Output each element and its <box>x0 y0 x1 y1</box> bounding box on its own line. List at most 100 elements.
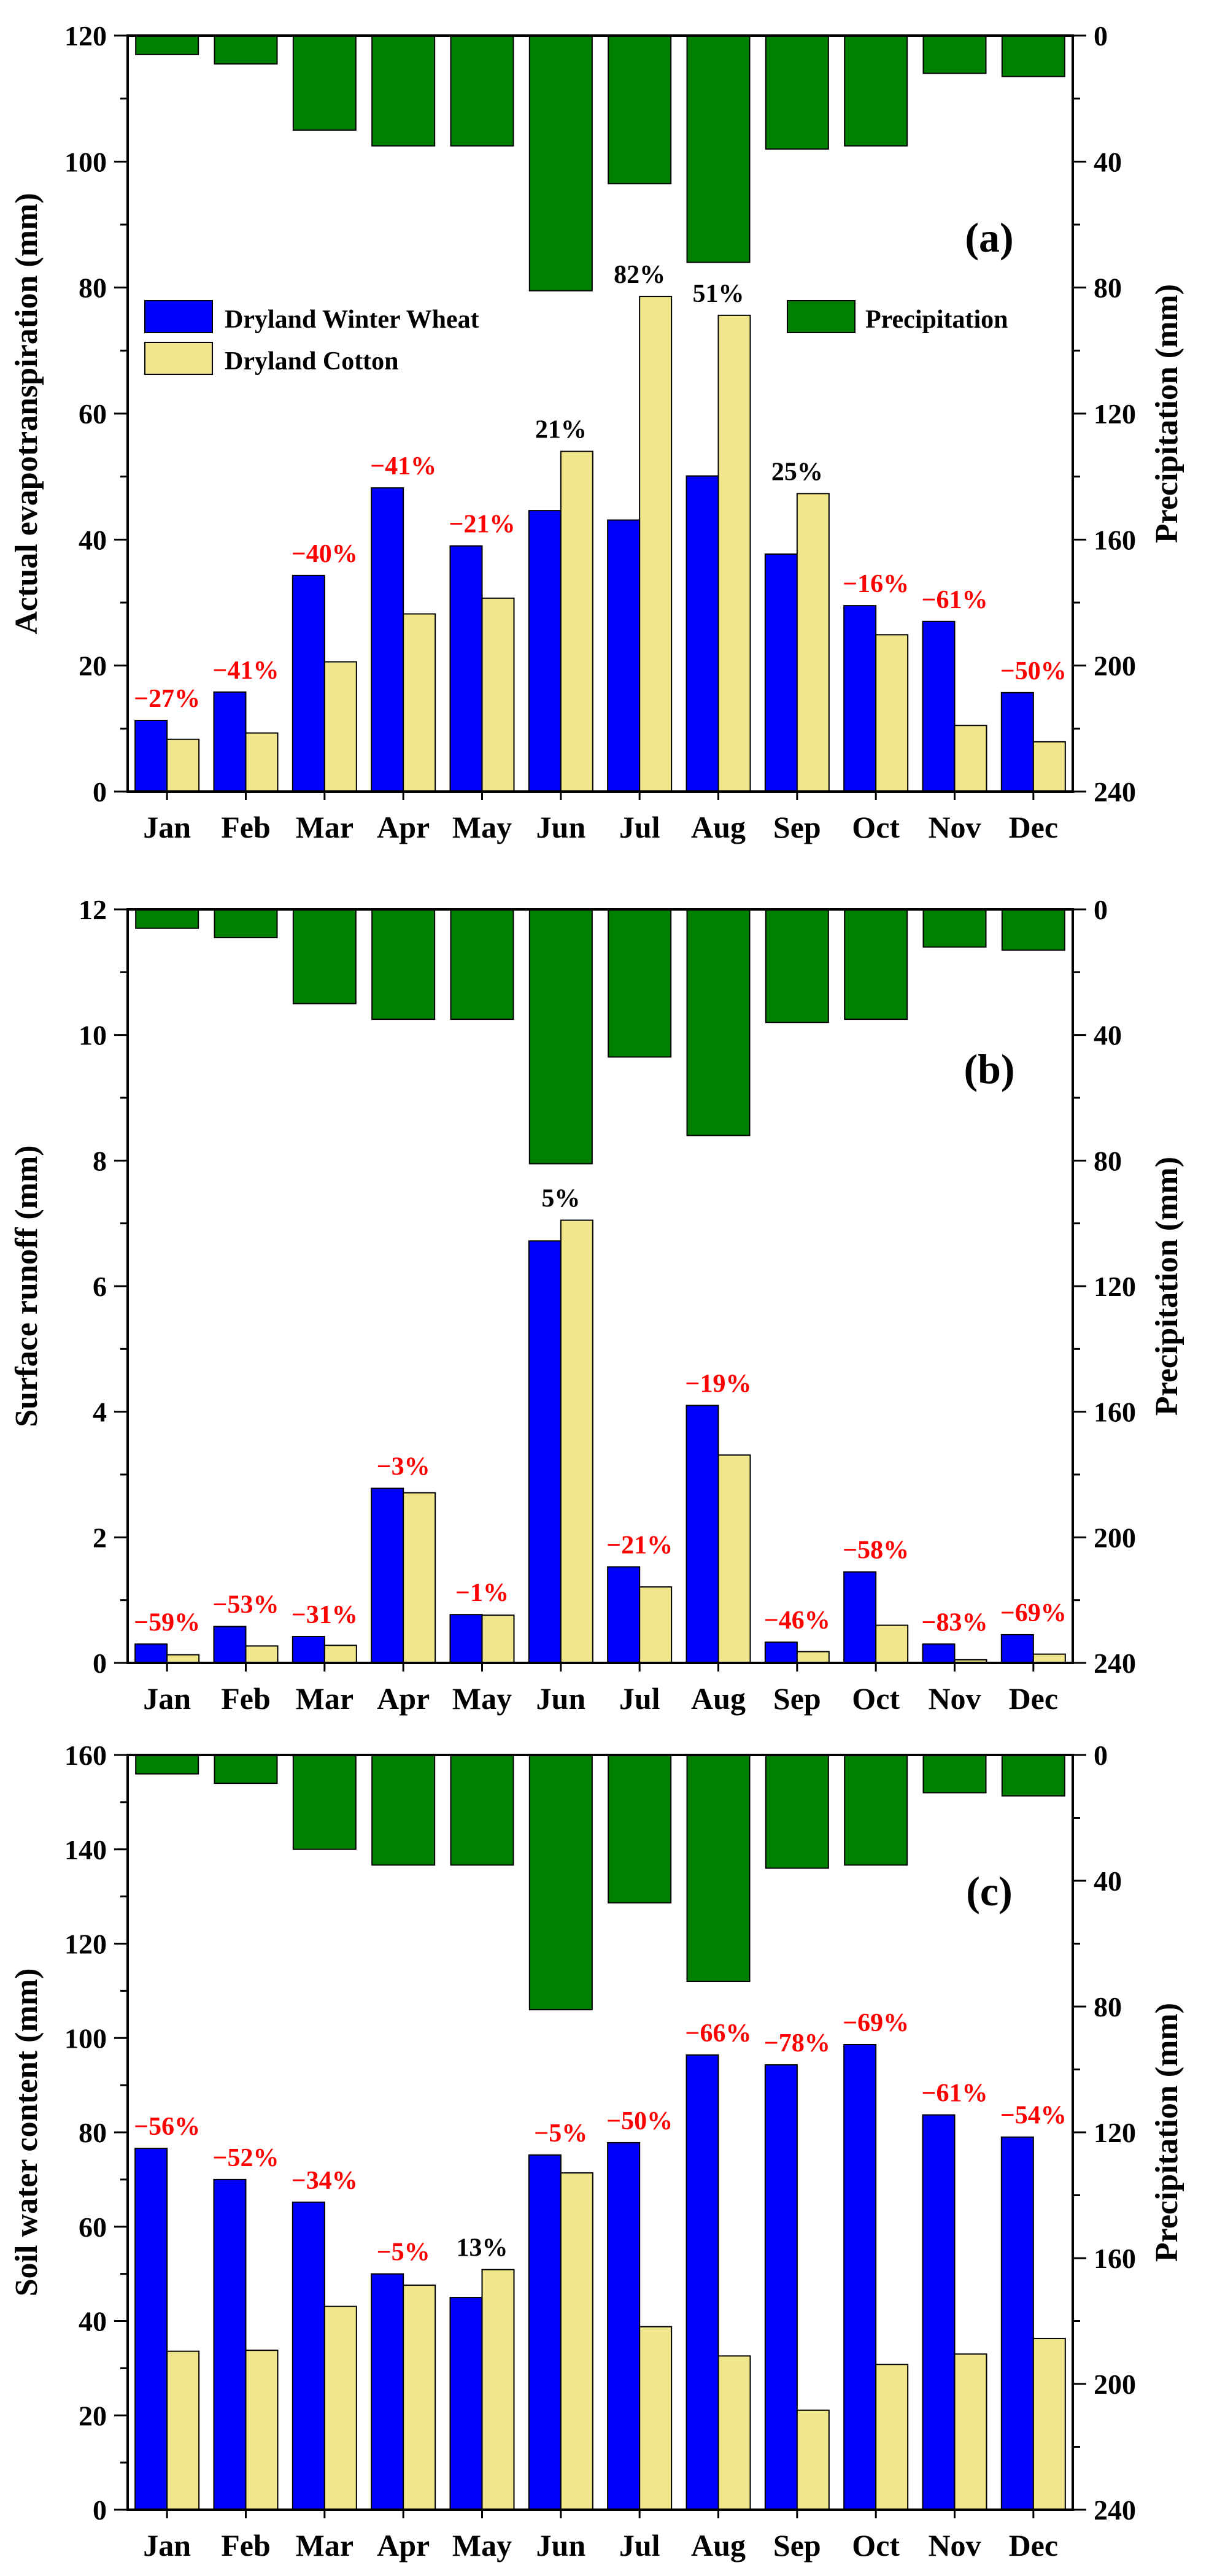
precipitation-bar <box>922 1754 987 1794</box>
x-tick-label: Dec <box>1009 810 1059 844</box>
wheat-bar <box>686 2054 719 2511</box>
percent-change-label: −61% <box>922 2080 988 2108</box>
legend-label-wheat: Dryland Winter Wheat <box>225 306 479 334</box>
cotton-bar <box>166 738 200 792</box>
precipitation-bar <box>214 1754 278 1784</box>
x-tick-label: Jun <box>536 2528 586 2563</box>
wheat-bar <box>213 2178 247 2510</box>
y-tick-label: 60 <box>79 2212 107 2243</box>
percent-change-label: −1% <box>455 1579 509 1607</box>
wheat-bar <box>686 475 719 792</box>
percent-change-label: −58% <box>843 1537 909 1565</box>
x-tick-label: Feb <box>221 810 271 844</box>
percent-change-label: −27% <box>134 685 200 713</box>
y2-tick-label: 0 <box>1094 1740 1108 1771</box>
cotton-bar <box>954 2353 987 2510</box>
precipitation-bar <box>371 909 436 1020</box>
wheat-bar <box>607 519 641 792</box>
precipitation-bar <box>765 35 829 150</box>
precipitation-bar <box>528 1754 593 2011</box>
precipitation-bar <box>608 909 672 1058</box>
percent-change-label: −52% <box>213 2144 279 2172</box>
y-tick-label: 80 <box>79 272 107 304</box>
cotton-bar <box>796 493 830 792</box>
percent-change-label: −31% <box>292 1601 358 1629</box>
cotton-bar <box>1032 2337 1066 2511</box>
percent-change-label: −46% <box>764 1606 830 1635</box>
wheat-bar <box>371 1487 404 1664</box>
precipitation-bar <box>450 35 514 147</box>
cotton-bar <box>481 2269 515 2511</box>
legend-label-precipitation: Precipitation <box>865 306 1008 334</box>
x-tick-label: Sep <box>773 810 821 844</box>
x-tick-label: Mar <box>296 1681 353 1716</box>
percent-change-label: −5% <box>377 2239 430 2267</box>
wheat-bar <box>607 2142 641 2511</box>
y2-tick-label: 120 <box>1094 1271 1136 1302</box>
cotton-bar <box>481 1614 515 1664</box>
precipitation-bar <box>608 1754 672 1903</box>
y2-tick-label: 0 <box>1094 894 1108 925</box>
x-tick-label: Jun <box>536 1681 586 1716</box>
cotton-bar <box>954 725 987 792</box>
x-tick-label: Aug <box>691 810 746 844</box>
y-tick-label: 120 <box>64 1929 107 1960</box>
percent-change-label: −21% <box>606 1531 673 1559</box>
cotton-bar <box>403 1492 436 1664</box>
y-tick-label: 100 <box>64 2023 107 2054</box>
x-tick-label: Jun <box>536 810 586 844</box>
percent-change-label: −66% <box>686 2019 752 2048</box>
x-tick-label: Jul <box>619 1681 660 1716</box>
precipitation-bar <box>922 909 987 948</box>
legend-swatch-precipitation <box>787 300 856 333</box>
legend-swatch-wheat <box>144 300 213 333</box>
y-tick-label: 40 <box>79 524 107 555</box>
x-tick-label: Dec <box>1009 2528 1059 2563</box>
y2-tick-label: 200 <box>1094 650 1136 682</box>
y2-tick-label: 40 <box>1094 1865 1122 1897</box>
percent-change-label: 5% <box>541 1185 580 1213</box>
percent-change-label: −16% <box>843 570 909 598</box>
x-tick-label: Aug <box>691 2528 746 2563</box>
panel-label: (a) <box>965 214 1013 261</box>
y2-axis-title: Precipitation (mm) <box>1149 1157 1184 1416</box>
x-tick-label: Jan <box>143 1681 191 1716</box>
cotton-bar <box>717 2355 751 2510</box>
y2-tick-label: 120 <box>1094 398 1136 430</box>
x-tick-label: Jul <box>619 2528 660 2563</box>
wheat-bar <box>134 719 168 793</box>
chart-panel-a: −27% Jan −41% Feb −40% Mar −41% Apr −21% May 21% Ju… <box>9 20 1184 844</box>
x-tick-label: Sep <box>773 2528 821 2563</box>
precipitation-bar <box>844 1754 908 1866</box>
precipitation-bar <box>608 35 672 185</box>
wheat-bar <box>764 553 798 792</box>
panel-label: (b) <box>964 1046 1014 1092</box>
y-tick-label: 120 <box>64 20 107 52</box>
wheat-bar <box>213 691 247 792</box>
y2-tick-label: 80 <box>1094 1145 1122 1176</box>
percent-change-label: −19% <box>686 1370 752 1398</box>
precipitation-bar <box>528 35 593 291</box>
y-tick-label: 100 <box>64 146 107 177</box>
cotton-bar <box>245 1645 279 1664</box>
precipitation-bar <box>922 35 987 74</box>
wheat-bar <box>292 1636 325 1664</box>
cotton-bar <box>481 597 515 793</box>
wheat-bar <box>843 1571 877 1664</box>
precipitation-bar <box>528 909 593 1165</box>
y-tick-label: 80 <box>79 2117 107 2148</box>
y-tick-label: 10 <box>79 1020 107 1051</box>
wheat-bar <box>1000 2136 1034 2510</box>
legend-swatch-cotton <box>144 342 213 375</box>
wheat-bar <box>528 2154 562 2510</box>
percent-change-label: −54% <box>1000 2102 1067 2130</box>
precipitation-bar <box>135 909 199 929</box>
precipitation-bar <box>371 35 436 147</box>
cotton-bar <box>639 2326 673 2511</box>
precipitation-bar <box>844 35 908 147</box>
cotton-bar <box>560 1219 593 1664</box>
cotton-bar <box>639 296 673 793</box>
precipitation-bar <box>450 909 514 1020</box>
precipitation-bar <box>371 1754 436 1866</box>
